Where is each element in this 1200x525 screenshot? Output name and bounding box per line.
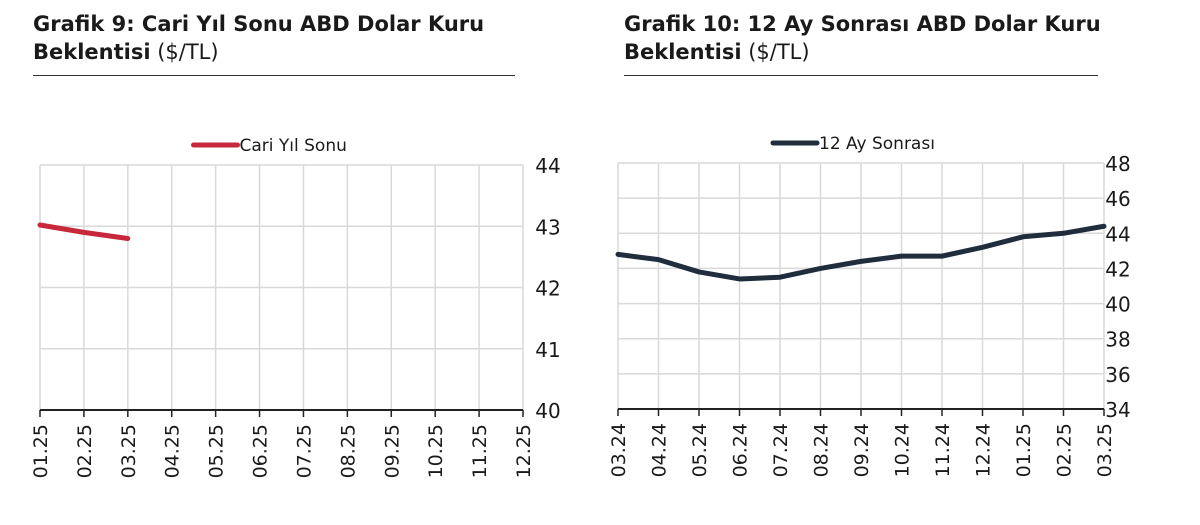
y-tick-label: 44 bbox=[535, 154, 560, 178]
x-tick-label: 08.24 bbox=[811, 423, 833, 477]
x-tick-label: 02.25 bbox=[1054, 423, 1076, 477]
x-tick-label: 10.24 bbox=[892, 423, 914, 477]
x-tick-label: 07.24 bbox=[770, 423, 792, 477]
x-tick-label: 08.25 bbox=[337, 424, 359, 478]
x-tick-label: 07.25 bbox=[293, 424, 315, 478]
x-tick-label: 01.25 bbox=[30, 424, 52, 478]
legend-label: 12 Ay Sonrası bbox=[819, 134, 935, 154]
x-tick-label: 11.25 bbox=[469, 424, 491, 478]
x-tick-label: 03.25 bbox=[118, 424, 140, 478]
legend-label: Cari Yıl Sonu bbox=[240, 136, 347, 156]
x-tick-label: 11.24 bbox=[932, 423, 954, 477]
x-tick-label: 04.25 bbox=[162, 424, 184, 478]
y-tick-label: 44 bbox=[1105, 222, 1130, 246]
chart-1-title-rule bbox=[33, 75, 515, 76]
y-tick-label: 42 bbox=[535, 277, 560, 301]
x-tick-label: 03.24 bbox=[608, 423, 630, 477]
x-tick-label: 01.25 bbox=[1013, 423, 1035, 477]
y-tick-label: 40 bbox=[535, 399, 560, 423]
chart-1-title: Grafik 9: Cari Yıl Sonu ABD Dolar Kuru B… bbox=[33, 12, 485, 64]
y-tick-label: 43 bbox=[535, 215, 560, 239]
x-tick-label: 12.24 bbox=[973, 423, 995, 477]
x-tick-label: 04.24 bbox=[649, 423, 671, 477]
y-tick-label: 46 bbox=[1105, 187, 1130, 211]
series-line bbox=[37, 222, 131, 241]
x-tick-label: 05.24 bbox=[689, 423, 711, 477]
y-tick-label: 40 bbox=[1105, 293, 1130, 317]
chart-2-title: Grafik 10: 12 Ay Sonrası ABD Dolar Kuru … bbox=[624, 12, 1101, 64]
y-tick-label: 41 bbox=[535, 338, 560, 362]
x-tick-label: 02.25 bbox=[74, 424, 96, 478]
x-tick-label: 06.25 bbox=[250, 424, 272, 478]
x-tick-label: 03.25 bbox=[1094, 423, 1116, 477]
y-tick-label: 34 bbox=[1105, 398, 1130, 422]
y-tick-label: 38 bbox=[1105, 328, 1130, 352]
x-tick-label: 12.25 bbox=[513, 424, 535, 478]
y-tick-label: 36 bbox=[1105, 363, 1130, 387]
x-tick-label: 05.25 bbox=[206, 424, 228, 478]
x-tick-label: 06.24 bbox=[730, 423, 752, 477]
chart-2-title-rule bbox=[624, 75, 1098, 76]
x-tick-label: 09.24 bbox=[851, 423, 873, 477]
series-line bbox=[615, 223, 1107, 282]
x-tick-label: 10.25 bbox=[425, 424, 447, 478]
x-tick-label: 09.25 bbox=[381, 424, 403, 478]
y-tick-label: 48 bbox=[1105, 152, 1130, 176]
y-tick-label: 42 bbox=[1105, 257, 1130, 281]
